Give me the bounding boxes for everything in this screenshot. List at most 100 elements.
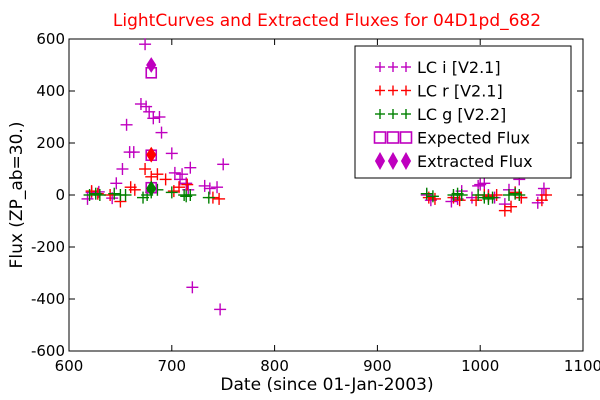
data-point [478, 177, 491, 190]
chart-title: LightCurves and Extracted Fluxes for 04D… [113, 11, 541, 31]
y-tick-label: -200 [31, 238, 65, 256]
data-point [184, 189, 197, 201]
y-tick-label: 400 [36, 82, 65, 100]
data-point [140, 100, 153, 113]
legend-entry: LC i [V2.1] [375, 58, 501, 77]
x-tick-label: 700 [157, 357, 186, 375]
data-point [539, 189, 552, 201]
data-point [128, 183, 141, 196]
data-point [153, 111, 166, 123]
data-point [180, 177, 193, 190]
legend-label: Expected Flux [417, 129, 530, 148]
extracted-flux-marker [146, 180, 157, 197]
data-point [203, 182, 216, 195]
data-point [168, 166, 181, 179]
legend-marker [388, 62, 398, 72]
x-axis-label: Date (since 01-Jan-2003) [220, 375, 433, 395]
x-tick-label: 1100 [564, 357, 600, 375]
data-point [120, 118, 133, 131]
legend-marker [399, 131, 413, 144]
data-point [214, 303, 227, 316]
data-point [165, 147, 178, 160]
legend-marker [375, 62, 385, 72]
data-point [186, 281, 199, 294]
legend-marker [401, 62, 411, 72]
extracted-flux-marker [146, 57, 157, 73]
data-point [119, 189, 132, 201]
extracted-flux-marker [146, 146, 157, 163]
data-point [453, 194, 466, 207]
data-point [172, 181, 185, 194]
data-point [515, 191, 528, 204]
data-point [116, 163, 129, 175]
x-tick-label: 1000 [461, 357, 499, 375]
data-point [420, 187, 433, 200]
data-point [502, 189, 515, 201]
data-point [198, 179, 211, 192]
data-point [83, 189, 96, 201]
y-tick-label: -400 [31, 290, 65, 308]
data-point [505, 200, 518, 213]
data-point [202, 191, 215, 204]
data-point [155, 126, 168, 139]
legend-marker [388, 85, 398, 96]
legend-marker [401, 85, 411, 96]
x-tick-label: 900 [363, 357, 392, 375]
data-point [211, 181, 224, 194]
y-tick-label: -600 [31, 342, 65, 360]
data-point [139, 163, 152, 175]
legend-marker [373, 131, 387, 144]
data-point [127, 146, 140, 159]
legend-marker [388, 109, 398, 119]
data-point [213, 192, 226, 205]
data-point [143, 105, 156, 118]
legend-marker [375, 109, 385, 119]
series-2 [83, 183, 526, 205]
data-point [108, 187, 121, 200]
data-point [486, 191, 499, 204]
y-tick-label: 0 [55, 186, 65, 204]
x-tick-label: 600 [55, 357, 84, 375]
y-tick-label: 600 [36, 30, 65, 48]
legend-marker [375, 85, 385, 96]
data-point [455, 189, 468, 201]
legend-marker [387, 151, 399, 171]
data-point [92, 185, 105, 198]
data-point [498, 204, 511, 217]
legend-entry: Expected Flux [373, 129, 530, 148]
data-point [428, 192, 441, 205]
legend-entry: LC r [V2.1] [375, 82, 503, 101]
data-point [174, 173, 187, 186]
data-point [426, 190, 439, 203]
legend-label: LC r [V2.1] [417, 82, 503, 101]
legend-marker [400, 151, 412, 171]
legend-label: LC i [V2.1] [417, 58, 501, 77]
plot-area [68, 38, 584, 352]
legend-label: Extracted Flux [417, 152, 533, 171]
y-tick-label: 200 [36, 134, 65, 152]
legend-marker [374, 151, 386, 171]
x-tick-label: 800 [260, 357, 289, 375]
legend-entry: Extracted Flux [374, 151, 533, 171]
data-point [184, 161, 197, 174]
data-point [513, 189, 526, 201]
data-point [165, 186, 178, 199]
legend-label: LC g [V2.2] [417, 105, 506, 124]
data-point [151, 168, 164, 181]
y-axis: -600 -400 -200 0 200 400 600 [31, 30, 583, 360]
legend-entry: LC g [V2.2] [375, 105, 506, 124]
data-point [537, 182, 550, 195]
data-point [110, 177, 123, 190]
data-point [217, 158, 230, 171]
data-point [134, 98, 147, 110]
data-point [147, 112, 160, 125]
legend: LC i [V2.1] LC r [V2.1] LC g [V2.2] Expecte… [354, 45, 572, 179]
data-point [181, 178, 194, 191]
data-point [139, 38, 152, 51]
data-point [93, 189, 106, 201]
data-point [176, 168, 189, 181]
data-point [159, 173, 172, 186]
data-point [472, 189, 485, 201]
data-point [470, 194, 483, 207]
